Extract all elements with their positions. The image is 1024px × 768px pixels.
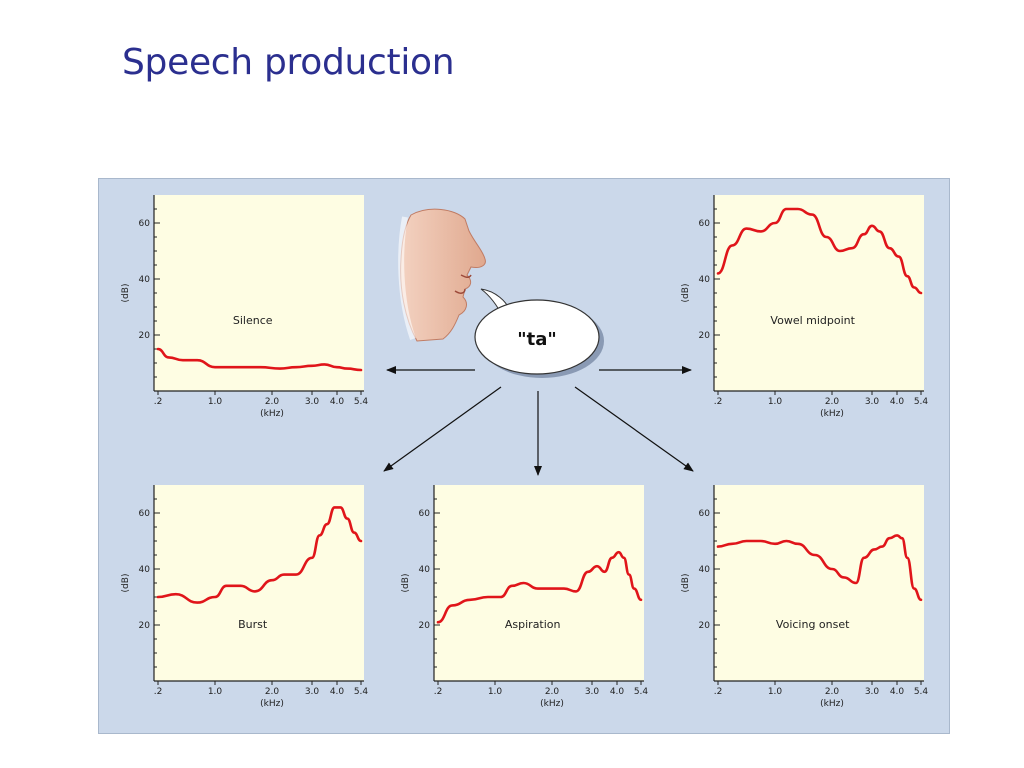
- y-axis-label: (dB): [401, 574, 411, 593]
- x-tick-label: .2: [154, 397, 163, 407]
- x-tick-label: 1.0: [208, 687, 223, 697]
- chart-silence: 20 40 60 (dB) .2 1.0 2.0 3.0 4.0 5.4 (kHz) Silence: [121, 195, 368, 419]
- x-tick-label: 4.0: [890, 397, 905, 407]
- x-tick-label: .2: [154, 687, 163, 697]
- x-tick-label: 3.0: [305, 687, 320, 697]
- y-tick-label: 40: [139, 565, 151, 575]
- y-tick-label: 40: [419, 565, 431, 575]
- x-tick-label: 3.0: [585, 687, 600, 697]
- x-tick-label: 1.0: [768, 687, 783, 697]
- face-profile-illustration: [398, 208, 486, 342]
- plot-area: [434, 485, 644, 681]
- y-tick-label: 20: [419, 621, 431, 631]
- arrow-to-voicing-onset: [574, 386, 694, 472]
- x-tick-label: 4.0: [330, 397, 345, 407]
- y-tick-label: 60: [139, 219, 151, 229]
- chart-voicing-onset: 20 40 60 (dB) .2 1.0 2.0 3.0 4.0 5.4 (kHz) Voicing …: [681, 485, 928, 709]
- x-tick-label: 2.0: [265, 687, 280, 697]
- spectrum-line: [156, 347, 363, 372]
- x-tick-label: 5.4: [914, 687, 929, 697]
- x-tick-label: 5.4: [914, 397, 929, 407]
- x-tick-label: .2: [434, 687, 443, 697]
- x-tick-label: .2: [714, 397, 723, 407]
- x-tick-label: .2: [714, 687, 723, 697]
- chart-label: Voicing onset: [776, 618, 850, 631]
- x-tick-label: 2.0: [825, 397, 840, 407]
- x-tick-label: 2.0: [265, 397, 280, 407]
- y-axis-label: (dB): [681, 284, 691, 303]
- x-tick-label: 4.0: [330, 687, 345, 697]
- y-tick-label: 20: [699, 621, 711, 631]
- y-tick-label: 60: [419, 509, 431, 519]
- y-tick-label: 60: [699, 509, 711, 519]
- chart-vowel-midpoint: 20 40 60 (dB) .2 1.0 2.0 3.0 4.0 5.4 (kHz) Vowel mi…: [681, 195, 928, 419]
- x-axis-label: (kHz): [540, 699, 564, 709]
- y-tick-label: 60: [699, 219, 711, 229]
- chart-label: Aspiration: [505, 618, 561, 631]
- x-axis-label: (kHz): [260, 409, 284, 419]
- x-tick-label: 2.0: [545, 687, 560, 697]
- plot-area: [714, 485, 924, 681]
- x-tick-label: 5.4: [354, 687, 369, 697]
- x-tick-label: 3.0: [305, 397, 320, 407]
- y-axis-label: (dB): [121, 284, 131, 303]
- arrows: [383, 366, 694, 476]
- plot-area: [154, 195, 364, 391]
- y-tick-label: 40: [699, 565, 711, 575]
- x-axis-label: (kHz): [260, 699, 284, 709]
- x-tick-label: 4.0: [610, 687, 625, 697]
- y-axis-label: (dB): [681, 574, 691, 593]
- y-tick-label: 20: [699, 331, 711, 341]
- y-tick-label: 40: [139, 275, 151, 285]
- x-tick-label: 1.0: [768, 397, 783, 407]
- x-tick-label: 5.4: [354, 397, 369, 407]
- x-axis-label: (kHz): [820, 409, 844, 419]
- x-tick-label: 1.0: [208, 397, 223, 407]
- x-tick-label: 4.0: [890, 687, 905, 697]
- chart-aspiration: 20 40 60 (dB) .2 1.0 2.0 3.0 4.0 5.4 (kHz) Aspirati…: [401, 485, 648, 709]
- y-tick-label: 20: [139, 331, 151, 341]
- spectrum-line: [156, 506, 363, 604]
- y-tick-label: 40: [699, 275, 711, 285]
- chart-label: Vowel midpoint: [770, 314, 855, 327]
- speech-bubble: "ta": [474, 288, 604, 378]
- arrow-to-burst: [383, 386, 502, 472]
- figure-canvas: "ta" 20 40 60 (dB) .2 1.0 2.0 3.0 4.0 5.4 (kHz) Sil…: [121, 195, 928, 709]
- spectrum-line: [716, 534, 923, 602]
- slide-title: Speech production: [122, 42, 455, 83]
- spectrum-line: [716, 207, 923, 295]
- x-tick-label: 2.0: [825, 687, 840, 697]
- chart-label: Silence: [233, 314, 273, 327]
- x-tick-label: 3.0: [865, 687, 880, 697]
- speech-bubble-text: "ta": [517, 329, 557, 350]
- x-tick-label: 1.0: [488, 687, 503, 697]
- chart-burst: 20 40 60 (dB) .2 1.0 2.0 3.0 4.0 5.4 (kHz) Burst: [121, 485, 368, 709]
- y-tick-label: 60: [139, 509, 151, 519]
- x-tick-label: 5.4: [634, 687, 649, 697]
- plot-area: [154, 485, 364, 681]
- x-tick-label: 3.0: [865, 397, 880, 407]
- speech-spectra-figure: "ta" 20 40 60 (dB) .2 1.0 2.0 3.0 4.0 5.4 (kHz) Sil…: [98, 178, 950, 734]
- spectrum-line: [436, 550, 643, 624]
- y-axis-label: (dB): [121, 574, 131, 593]
- chart-label: Burst: [238, 618, 268, 631]
- x-axis-label: (kHz): [820, 699, 844, 709]
- y-tick-label: 20: [139, 621, 151, 631]
